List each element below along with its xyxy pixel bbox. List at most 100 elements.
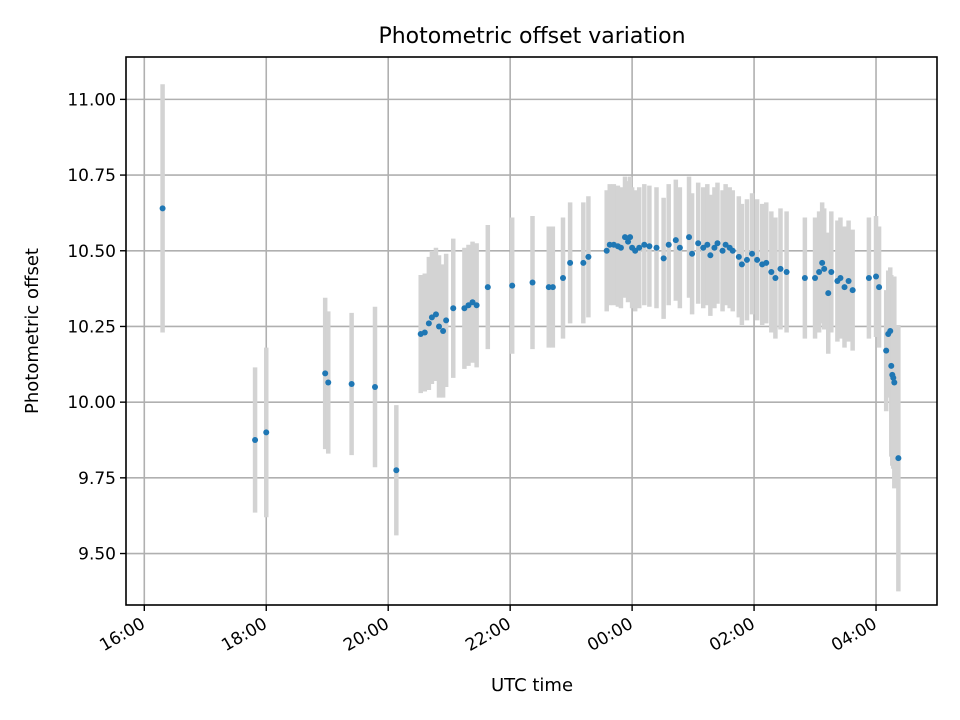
data-point	[707, 252, 714, 259]
data-point	[665, 241, 672, 248]
data-point	[689, 250, 696, 257]
data-point	[560, 275, 567, 282]
data-point	[743, 256, 750, 263]
data-point	[888, 362, 895, 369]
data-point	[895, 455, 902, 462]
y-tick-label: 11.00	[67, 90, 116, 110]
data-point	[322, 370, 329, 377]
data-point	[432, 311, 439, 318]
x-tick-label: 04:00	[828, 614, 880, 656]
data-point	[621, 234, 628, 241]
data-point	[777, 265, 784, 272]
data-point	[641, 241, 648, 248]
data-point	[876, 284, 883, 291]
data-point	[812, 275, 819, 282]
y-axis-label: Photometric offset	[22, 248, 43, 414]
data-point	[425, 320, 432, 327]
x-axis-label: UTC time	[491, 675, 573, 696]
data-point	[484, 284, 491, 291]
data-point	[841, 284, 848, 291]
data-point	[473, 302, 480, 309]
data-point	[738, 261, 745, 268]
data-point	[580, 259, 587, 266]
data-point	[711, 244, 718, 251]
chart-title: Photometric offset variation	[378, 24, 685, 49]
data-point	[676, 244, 683, 251]
y-axis-ticks: 9.50 9.75 10.00 10.25 10.50 10.75 11.00	[67, 90, 126, 565]
data-point	[450, 305, 457, 312]
data-point	[443, 317, 450, 324]
data-point	[887, 328, 894, 334]
data-point	[819, 259, 826, 266]
data-point	[865, 275, 872, 282]
y-tick-label: 9.75	[78, 469, 116, 489]
grid-lines	[126, 57, 937, 605]
data-point	[567, 259, 574, 266]
data-point	[763, 259, 770, 266]
data-point	[704, 241, 711, 248]
y-tick-label: 10.75	[67, 166, 116, 186]
data-point	[371, 384, 378, 391]
data-point	[159, 205, 166, 212]
data-point	[440, 328, 447, 334]
data-point	[891, 379, 898, 386]
data-point	[646, 243, 653, 250]
x-tick-label: 22:00	[462, 614, 514, 656]
data-point	[263, 429, 270, 436]
data-point	[837, 275, 844, 282]
y-tick-label: 10.25	[67, 317, 116, 337]
data-point	[883, 347, 890, 354]
error-bars	[160, 84, 901, 592]
data-point	[672, 237, 679, 244]
data-point	[325, 379, 332, 386]
data-point	[816, 268, 823, 275]
x-tick-label: 00:00	[584, 614, 636, 656]
x-tick-label: 18:00	[218, 614, 270, 656]
x-tick-label: 16:00	[96, 614, 148, 656]
x-axis-ticks: 16:00 18:00 20:00 22:00 00:00 02:00 04:00	[96, 605, 881, 656]
x-tick-label: 20:00	[340, 614, 392, 656]
data-point	[585, 253, 592, 260]
data-point	[772, 275, 779, 282]
data-point	[509, 282, 516, 289]
y-tick-label: 10.00	[67, 393, 116, 413]
data-point	[749, 250, 756, 257]
y-tick-label: 10.50	[67, 242, 116, 262]
data-point	[695, 240, 702, 247]
x-tick-label: 02:00	[706, 614, 758, 656]
data-point	[719, 247, 726, 254]
data-point	[729, 247, 736, 254]
data-point	[686, 234, 693, 241]
data-point	[821, 265, 828, 272]
data-point	[393, 467, 400, 474]
data-point	[845, 278, 852, 285]
data-point	[890, 374, 897, 381]
data-point	[660, 255, 667, 262]
data-point	[252, 436, 259, 443]
data-point	[636, 244, 643, 251]
data-point	[873, 273, 880, 280]
plot-frame	[125, 56, 938, 606]
data-point	[653, 244, 660, 251]
data-point	[549, 284, 556, 291]
data-point	[801, 275, 808, 282]
data-point	[529, 279, 536, 286]
data-point	[625, 238, 632, 245]
data-point	[825, 290, 832, 297]
data-point	[828, 268, 835, 275]
data-points	[159, 205, 902, 474]
data-point	[348, 380, 355, 387]
data-point	[436, 323, 443, 330]
data-point	[421, 329, 428, 336]
data-point	[783, 268, 790, 275]
data-point	[735, 253, 742, 260]
data-point	[754, 256, 761, 263]
y-tick-label: 9.50	[78, 545, 116, 565]
data-point	[603, 247, 610, 254]
data-point	[627, 234, 634, 241]
data-point	[714, 240, 721, 247]
data-point	[849, 287, 856, 294]
data-point	[768, 268, 775, 275]
data-point	[617, 244, 624, 251]
